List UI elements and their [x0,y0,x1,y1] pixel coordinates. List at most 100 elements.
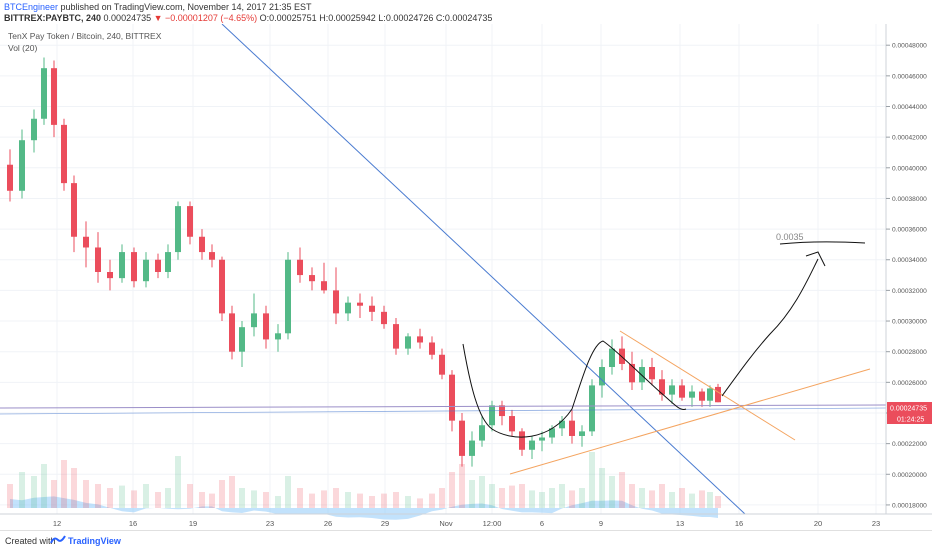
target-line [779,241,866,245]
volume-bar [449,472,455,508]
volume-bar [381,493,387,508]
volume-bar [309,493,315,508]
volume-bar [669,492,675,508]
tradingview-brand-link[interactable]: TradingView [68,536,121,546]
volume-bar [639,488,645,508]
volume-bar [7,484,13,508]
candle-body [679,385,685,398]
candle-body [95,247,101,272]
volume-bar [393,492,399,508]
time-tick-label: Nov [439,519,453,528]
candle-body [321,281,327,291]
candle-body [429,342,435,355]
candle-body [449,374,455,421]
volume-bar [707,492,713,508]
volume-bar [199,492,205,508]
volume-bar [131,490,137,508]
volume-bar [549,488,555,508]
volume-bar [229,476,235,508]
author-link[interactable]: BTCEngineer [4,2,59,12]
candle-body [715,386,721,403]
volume-bar [417,498,423,508]
candle-body [61,124,67,184]
price-tick-label: 0.00026000 [892,380,927,387]
candle-body [239,327,245,352]
candle-body [251,313,257,328]
volume-bar [479,476,485,508]
candle-body [31,118,37,141]
candle-body [107,272,113,279]
candle-body [285,259,291,334]
volume-bar [519,484,525,508]
projection-arrow-line [721,258,819,397]
price-change: ▼ −0.00001207 (−4.65%) [153,13,258,23]
volume-bar [439,488,445,508]
volume-bar [499,488,505,508]
candle-body [209,252,215,260]
candle-body [309,275,315,282]
candle-body [649,367,655,380]
chart-footer: Created with TradingView [0,530,932,551]
created-with-label: Created with [5,536,56,546]
time-tick-label: 23 [266,519,274,528]
volume-bar [95,484,101,508]
wedge-upper-line [619,330,796,441]
volume-bar [619,472,625,508]
volume-bar [41,464,47,508]
candle-body [357,302,363,306]
time-tick-label: 12:00 [483,519,502,528]
time-axis[interactable]: 12 16 19 23 26 29 Nov 12:00 6 9 13 16 20 23 [53,519,880,528]
candle-body [393,324,399,349]
price-chart[interactable]: 0.0035 0.000480000.000460000.000440000.0… [0,24,932,530]
volume-bar [429,493,435,508]
candle-body [7,164,13,191]
candle-body [119,252,125,279]
candle-body [381,311,387,325]
countdown-marker: 01:24:25 [887,413,932,424]
ohlc-legend: BITTREX:PAYBTC, 240 0.00024735 ▼ −0.0000… [4,13,492,23]
candle-body [143,259,149,282]
price-axis[interactable]: 0.00048000 0.00046000 0.00044000 0.00042000… [886,43,927,510]
target-annotation: 0.0035 [776,232,804,242]
price-tick-label: 0.00030000 [892,319,927,326]
volume-bar [209,493,215,508]
volume-indicator-label: Vol (20) [8,43,37,53]
volume-bar [649,490,655,508]
volume-bar [579,488,585,508]
candle-body [439,354,445,375]
price-tick-label: 0.00040000 [892,165,927,172]
volume-bar [629,484,635,508]
time-tick-label: 26 [324,519,332,528]
volume-layer [7,452,721,520]
volume-bar [609,476,615,508]
candle-body [549,428,555,438]
volume-bar [107,488,113,508]
time-tick-label: 9 [599,519,603,528]
volume-bar [239,488,245,508]
candle-body [569,420,575,436]
candle-body [459,420,465,456]
time-tick-label: 13 [676,519,684,528]
candle-body [51,68,57,125]
volume-bar [559,484,565,508]
volume-bar [31,476,37,508]
volume-bar [333,488,339,508]
candle-body [333,290,339,314]
candle-body [479,425,485,441]
drawings-layer: 0.0035 [0,24,887,515]
candle-body [219,259,225,314]
time-tick-label: 23 [872,519,880,528]
candle-body [345,302,351,314]
last-price-marker: 0.00024735 [887,402,932,413]
volume-bar [251,490,257,508]
candle-body [579,431,585,436]
price-tick-label: 0.00028000 [892,349,927,356]
candle-body [689,391,695,398]
horizontal-support-line [0,404,887,409]
volume-bar [321,490,327,508]
candle-body [589,385,595,432]
high-label: H: [319,13,329,23]
candle-body [297,259,303,276]
price-tick-label: 0.00042000 [892,135,927,142]
volume-bar [187,484,193,508]
